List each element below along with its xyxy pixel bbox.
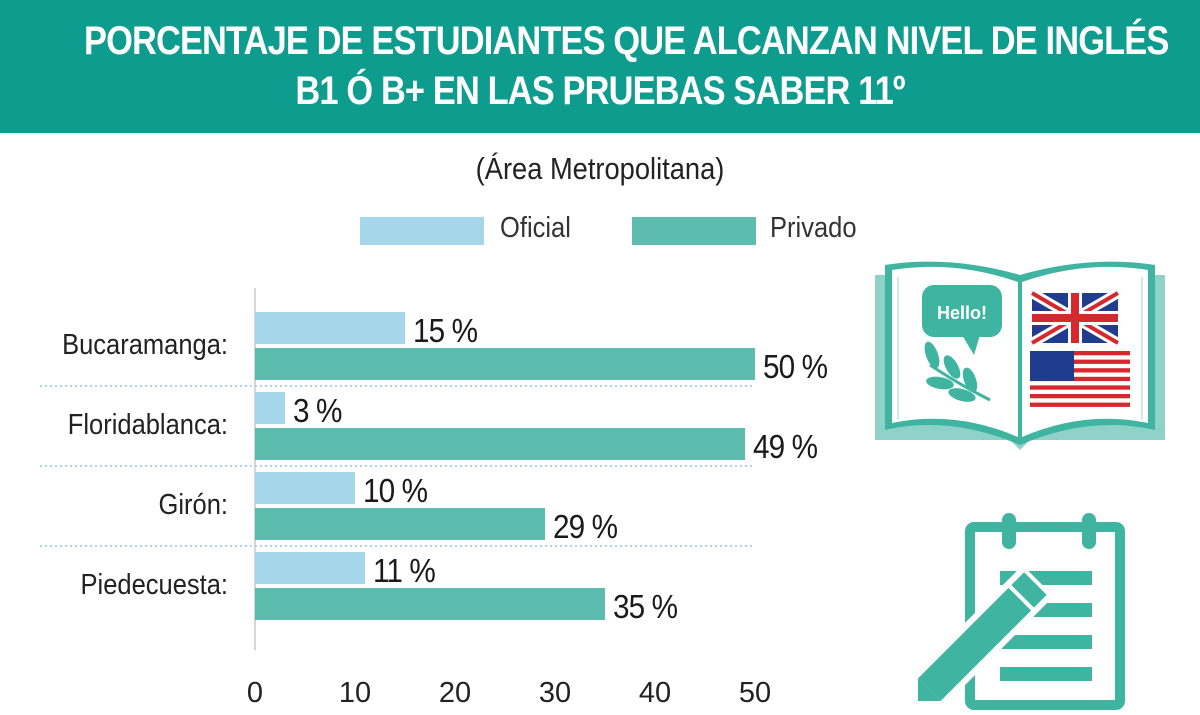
us-flag-icon bbox=[1030, 351, 1130, 407]
bar-oficial-2 bbox=[255, 472, 355, 504]
data-label-oficial-1: 3 % bbox=[293, 393, 341, 430]
data-label-oficial-2: 10 % bbox=[363, 473, 427, 510]
chart-title-line-2: B1 Ó B+ EN LAS PRUEBAS SABER 11º bbox=[295, 69, 905, 113]
x-tick-label-5: 50 bbox=[739, 677, 771, 709]
data-label-privado-0: 50 % bbox=[763, 349, 827, 386]
bar-privado-1 bbox=[255, 428, 745, 460]
bar-privado-0 bbox=[255, 348, 755, 380]
open-book-icon: Hello! bbox=[875, 261, 1165, 450]
bar-privado-2 bbox=[255, 508, 545, 540]
clipboard-pencil-icon bbox=[910, 513, 1125, 710]
category-label-3: Piedecuesta: bbox=[81, 567, 228, 600]
leaf-branch-icon bbox=[924, 341, 991, 402]
legend-label-privado: Privado bbox=[770, 212, 857, 244]
data-label-oficial-3: 11 % bbox=[373, 553, 435, 590]
category-label-0: Bucaramanga: bbox=[62, 327, 228, 360]
data-label-privado-1: 49 % bbox=[753, 429, 817, 466]
bar-oficial-0 bbox=[255, 312, 405, 344]
data-label-oficial-0: 15 % bbox=[413, 313, 477, 350]
data-label-privado-2: 29 % bbox=[553, 509, 617, 546]
x-tick-label-3: 30 bbox=[539, 677, 571, 709]
hello-bubble-text: Hello! bbox=[937, 303, 987, 323]
category-label-1: Floridablanca: bbox=[68, 407, 228, 440]
legend-swatch-oficial bbox=[360, 217, 484, 245]
bar-oficial-3 bbox=[255, 552, 365, 584]
data-label-privado-3: 35 % bbox=[613, 589, 677, 626]
x-tick-label-4: 40 bbox=[639, 677, 671, 709]
bar-oficial-1 bbox=[255, 392, 285, 424]
legend-swatch-privado bbox=[632, 217, 756, 245]
x-tick-label-2: 20 bbox=[439, 677, 471, 709]
x-tick-label-0: 0 bbox=[247, 677, 263, 709]
legend-label-oficial: Oficial bbox=[500, 212, 571, 244]
bar-privado-3 bbox=[255, 588, 605, 620]
chart-subtitle: (Área Metropolitana) bbox=[475, 151, 725, 186]
category-label-2: Girón: bbox=[159, 487, 228, 520]
uk-flag-icon bbox=[1029, 288, 1121, 348]
speech-bubble-icon: Hello! bbox=[922, 285, 1002, 355]
bar-chart: Bucaramanga: 15 % 50 % Floridablanca: 3 % 49 … bbox=[40, 288, 828, 709]
x-tick-label-1: 10 bbox=[339, 677, 371, 709]
chart-title-line-1: PORCENTAJE DE ESTUDIANTES QUE ALCANZAN N… bbox=[84, 19, 1169, 63]
chart-title-banner: PORCENTAJE DE ESTUDIANTES QUE ALCANZAN N… bbox=[0, 0, 1200, 133]
